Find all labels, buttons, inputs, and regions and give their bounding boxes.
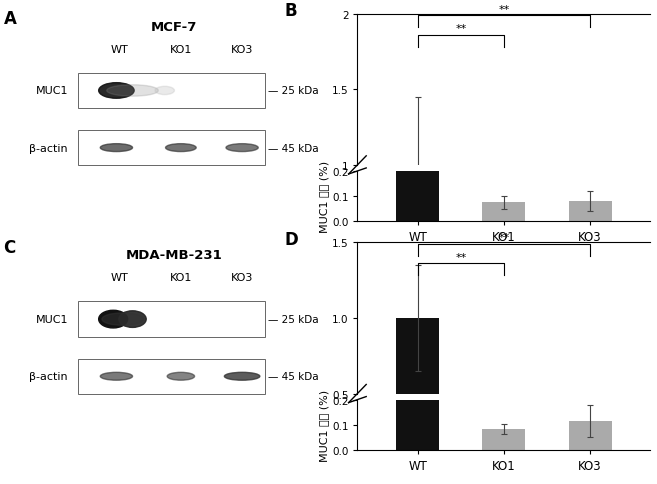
Bar [396, 318, 440, 393]
Text: — 45 kDa: — 45 kDa [268, 372, 319, 381]
Text: β-actin: β-actin [30, 372, 68, 381]
Ellipse shape [99, 311, 127, 328]
Bar [568, 201, 612, 222]
Text: β-actin: β-actin [30, 143, 68, 153]
Bar [482, 429, 526, 450]
Ellipse shape [225, 373, 260, 380]
Ellipse shape [99, 84, 134, 99]
Ellipse shape [119, 311, 147, 328]
Text: **: ** [455, 24, 466, 34]
Text: **: ** [498, 233, 510, 242]
Text: MDA-MB-231: MDA-MB-231 [126, 249, 223, 262]
Text: KO3: KO3 [231, 45, 254, 55]
Text: KO1: KO1 [170, 45, 192, 55]
FancyBboxPatch shape [78, 74, 265, 109]
FancyBboxPatch shape [78, 359, 265, 394]
Ellipse shape [101, 373, 133, 380]
Text: MUC1: MUC1 [35, 315, 68, 324]
Ellipse shape [226, 144, 258, 152]
Text: WT: WT [111, 273, 129, 283]
Text: KO1: KO1 [170, 273, 192, 283]
Bar [482, 203, 526, 222]
Text: A: A [3, 10, 16, 29]
Ellipse shape [166, 144, 196, 152]
Text: B: B [284, 2, 297, 20]
Text: KO3: KO3 [231, 273, 254, 283]
Text: **: ** [498, 4, 510, 15]
Text: — 25 kDa: — 25 kDa [268, 86, 319, 96]
Ellipse shape [102, 313, 144, 326]
Bar [396, 172, 440, 222]
Ellipse shape [101, 144, 133, 152]
Text: — 45 kDa: — 45 kDa [268, 143, 319, 153]
Text: MCF-7: MCF-7 [151, 21, 198, 34]
Text: **: ** [455, 252, 466, 262]
Y-axis label: MUC1 表达 (%): MUC1 表达 (%) [319, 389, 329, 461]
Text: D: D [284, 230, 298, 249]
Ellipse shape [155, 87, 174, 95]
Text: WT: WT [111, 45, 129, 55]
Text: MUC1: MUC1 [35, 86, 68, 96]
Bar [396, 400, 440, 450]
FancyBboxPatch shape [78, 302, 265, 337]
Text: — 25 kDa: — 25 kDa [268, 315, 319, 324]
FancyBboxPatch shape [78, 131, 265, 166]
Bar [568, 421, 612, 450]
Y-axis label: MUC1 表达 (%): MUC1 表达 (%) [319, 161, 329, 233]
Ellipse shape [106, 86, 158, 97]
Ellipse shape [167, 373, 194, 380]
Text: C: C [3, 239, 16, 257]
